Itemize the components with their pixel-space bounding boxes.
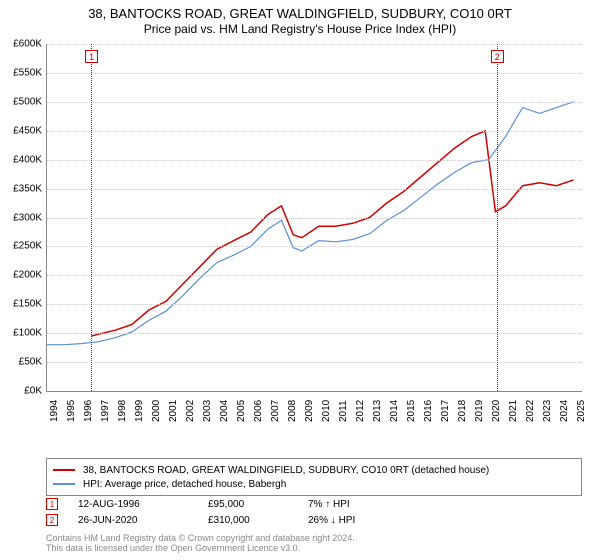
ytick-label: £50K	[2, 357, 42, 368]
event-delta: 26% ↓ HPI	[308, 515, 355, 526]
xtick-label: 1998	[117, 400, 128, 422]
xtick-label: 1995	[66, 400, 77, 422]
title-block: 38, BANTOCKS ROAD, GREAT WALDINGFIELD, S…	[0, 0, 600, 37]
event-row: 2 26-JUN-2020 £310,000 26% ↓ HPI	[46, 512, 582, 528]
gridline	[47, 304, 582, 305]
event-delta: 7% ↑ HPI	[308, 499, 350, 510]
gridline	[47, 362, 582, 363]
xtick-label: 2016	[423, 400, 434, 422]
event-marker: 2	[46, 514, 58, 526]
events-table: 1 12-AUG-1996 £95,000 7% ↑ HPI 2 26-JUN-…	[46, 496, 582, 528]
legend-swatch	[53, 469, 75, 471]
xtick-label: 2002	[185, 400, 196, 422]
xtick-label: 2022	[525, 400, 536, 422]
event-date: 12-AUG-1996	[78, 499, 208, 510]
ytick-label: £500K	[2, 96, 42, 107]
gridline	[47, 160, 582, 161]
series-line	[91, 131, 573, 336]
gridline	[47, 189, 582, 190]
xtick-label: 2014	[389, 400, 400, 422]
legend-label: 38, BANTOCKS ROAD, GREAT WALDINGFIELD, S…	[83, 465, 489, 476]
chart-title-1: 38, BANTOCKS ROAD, GREAT WALDINGFIELD, S…	[0, 6, 600, 22]
event-date: 26-JUN-2020	[78, 515, 208, 526]
plot-region: 12	[46, 44, 582, 392]
gridline	[47, 131, 582, 132]
xtick-label: 2024	[559, 400, 570, 422]
event-marker-on-chart: 2	[491, 50, 504, 63]
xtick-label: 2012	[355, 400, 366, 422]
legend: 38, BANTOCKS ROAD, GREAT WALDINGFIELD, S…	[46, 458, 582, 496]
ytick-label: £0K	[2, 386, 42, 397]
xtick-label: 2023	[542, 400, 553, 422]
xtick-label: 2019	[474, 400, 485, 422]
event-line	[91, 44, 92, 391]
xtick-label: 2018	[457, 400, 468, 422]
ytick-label: £450K	[2, 125, 42, 136]
xtick-label: 2021	[508, 400, 519, 422]
xtick-label: 1999	[134, 400, 145, 422]
xtick-label: 2007	[270, 400, 281, 422]
xtick-label: 2006	[253, 400, 264, 422]
xtick-label: 2020	[491, 400, 502, 422]
gridline	[47, 102, 582, 103]
event-marker-on-chart: 1	[85, 50, 98, 63]
gridline	[47, 275, 582, 276]
xtick-label: 1994	[49, 400, 60, 422]
xtick-label: 2009	[304, 400, 315, 422]
legend-item: 38, BANTOCKS ROAD, GREAT WALDINGFIELD, S…	[53, 463, 575, 477]
gridline	[47, 333, 582, 334]
legend-label: HPI: Average price, detached house, Babe…	[83, 479, 286, 490]
ytick-label: £550K	[2, 67, 42, 78]
legend-item: HPI: Average price, detached house, Babe…	[53, 477, 575, 491]
gridline	[47, 73, 582, 74]
chart-area: 12 £0K£50K£100K£150K£200K£250K£300K£350K…	[46, 44, 582, 422]
ytick-label: £200K	[2, 270, 42, 281]
gridline	[47, 218, 582, 219]
xtick-label: 2003	[202, 400, 213, 422]
xtick-label: 2017	[440, 400, 451, 422]
xtick-label: 2005	[236, 400, 247, 422]
xtick-label: 1996	[83, 400, 94, 422]
ytick-label: £150K	[2, 299, 42, 310]
ytick-label: £400K	[2, 154, 42, 165]
ytick-label: £250K	[2, 241, 42, 252]
footer-attribution: Contains HM Land Registry data © Crown c…	[46, 534, 582, 554]
event-row: 1 12-AUG-1996 £95,000 7% ↑ HPI	[46, 496, 582, 512]
legend-swatch	[53, 483, 75, 485]
ytick-label: £600K	[2, 39, 42, 50]
xtick-label: 2004	[219, 400, 230, 422]
xtick-label: 2015	[406, 400, 417, 422]
xtick-label: 2008	[287, 400, 298, 422]
ytick-label: £100K	[2, 328, 42, 339]
ytick-label: £350K	[2, 183, 42, 194]
gridline	[47, 44, 582, 45]
footer-line: This data is licensed under the Open Gov…	[46, 544, 582, 554]
chart-title-2: Price paid vs. HM Land Registry's House …	[0, 22, 600, 37]
event-line	[497, 44, 498, 391]
xtick-label: 2010	[321, 400, 332, 422]
xtick-label: 2011	[338, 400, 349, 422]
event-marker: 1	[46, 498, 58, 510]
ytick-label: £300K	[2, 212, 42, 223]
xtick-label: 2001	[168, 400, 179, 422]
event-price: £95,000	[208, 499, 308, 510]
chart-container: 38, BANTOCKS ROAD, GREAT WALDINGFIELD, S…	[0, 0, 600, 560]
series-line	[47, 102, 574, 345]
xtick-label: 2025	[576, 400, 587, 422]
gridline	[47, 246, 582, 247]
xtick-label: 2000	[151, 400, 162, 422]
xtick-label: 2013	[372, 400, 383, 422]
xtick-label: 1997	[100, 400, 111, 422]
event-price: £310,000	[208, 515, 308, 526]
